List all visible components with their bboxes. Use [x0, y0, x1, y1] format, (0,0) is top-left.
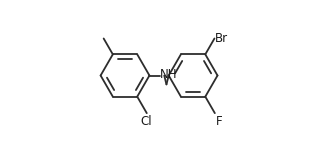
- Text: Br: Br: [215, 32, 228, 45]
- Text: Cl: Cl: [140, 115, 152, 128]
- Text: F: F: [215, 115, 222, 128]
- Text: NH: NH: [160, 68, 178, 81]
